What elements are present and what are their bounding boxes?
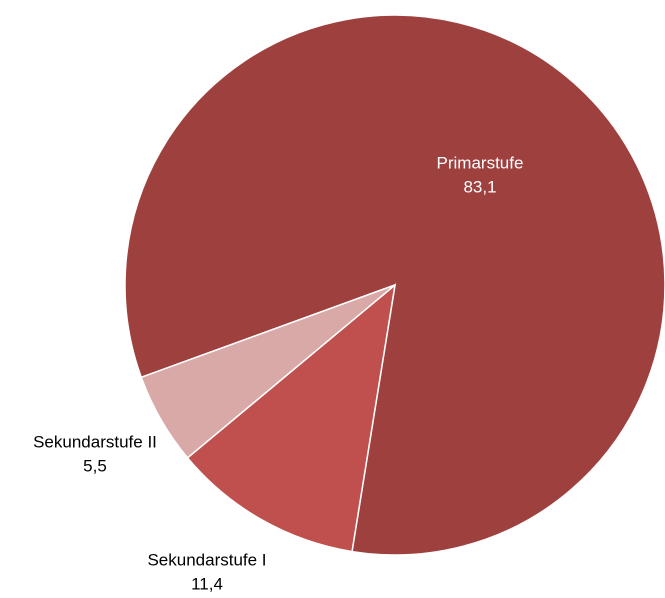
slice-label: Sekundarstufe I	[147, 550, 266, 569]
pie-slice	[140, 284, 396, 459]
slice-value: 5,5	[83, 456, 107, 475]
slice-label: Primarstufe	[437, 153, 524, 172]
pie-slice	[186, 283, 397, 553]
slice-value: 83,1	[463, 177, 496, 196]
slice-value: 11,4	[191, 574, 223, 593]
slice-label: Sekundarstufe II	[33, 432, 157, 451]
